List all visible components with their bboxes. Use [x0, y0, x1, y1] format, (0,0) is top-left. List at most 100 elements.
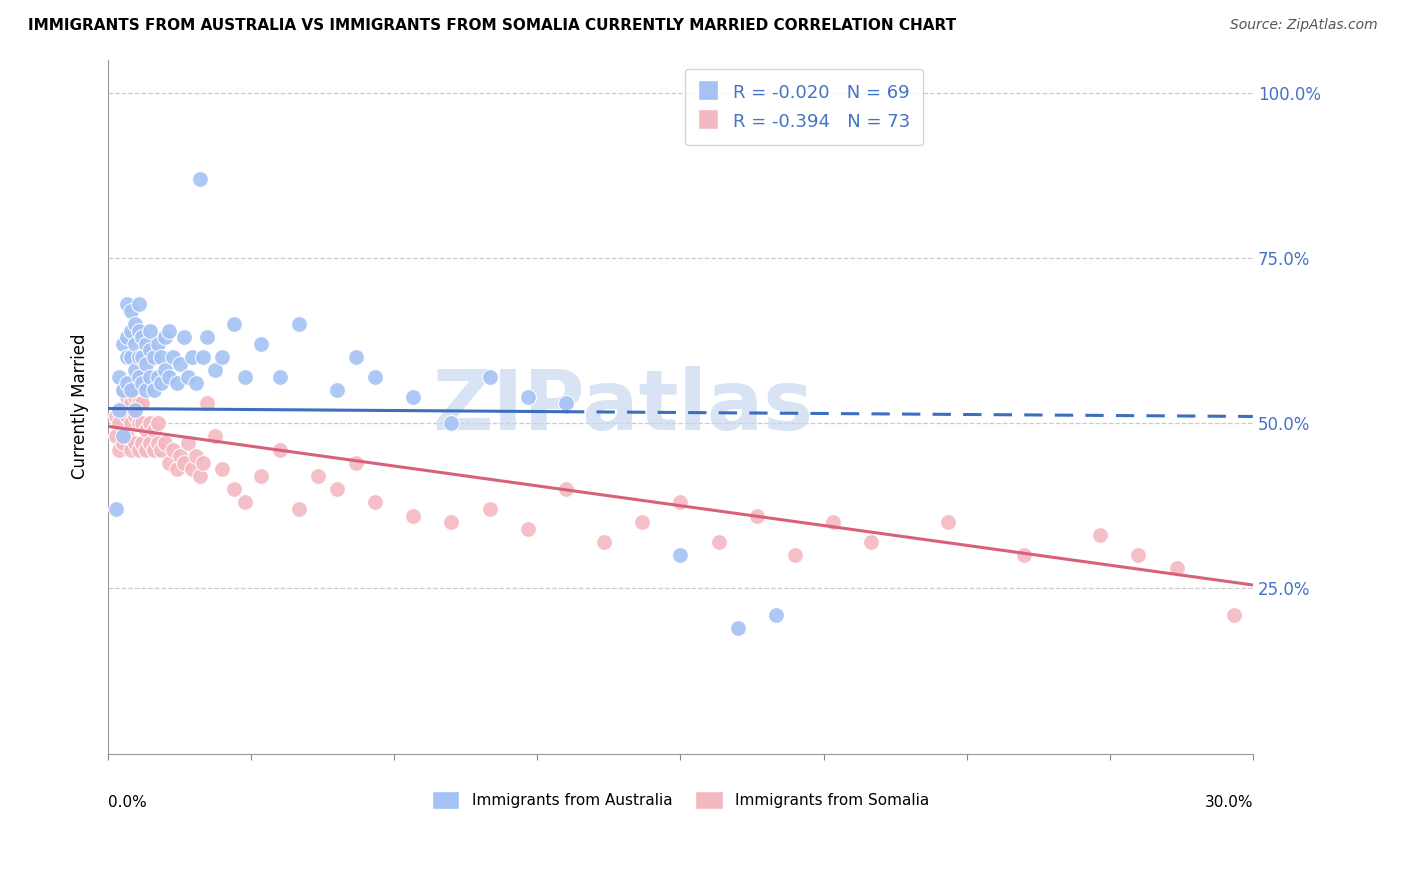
Point — [124, 409, 146, 424]
Point — [269, 369, 291, 384]
Point — [120, 442, 142, 457]
Point — [555, 482, 578, 496]
Point — [631, 515, 654, 529]
Point — [288, 502, 311, 516]
Point — [124, 336, 146, 351]
Point — [157, 456, 180, 470]
Point — [860, 535, 883, 549]
Point — [1012, 548, 1035, 562]
Point — [135, 336, 157, 351]
Point — [142, 442, 165, 457]
Point — [139, 436, 162, 450]
Point — [146, 416, 169, 430]
Point — [1088, 528, 1111, 542]
Point — [162, 442, 184, 457]
Point — [344, 350, 367, 364]
Text: 30.0%: 30.0% — [1205, 795, 1253, 810]
Point — [128, 442, 150, 457]
Point — [162, 350, 184, 364]
Point — [344, 456, 367, 470]
Text: ZIPatlas: ZIPatlas — [433, 366, 814, 447]
Point — [115, 330, 138, 344]
Point — [169, 449, 191, 463]
Point — [120, 416, 142, 430]
Point — [235, 369, 257, 384]
Point — [195, 396, 218, 410]
Point — [193, 350, 215, 364]
Point — [128, 324, 150, 338]
Point — [516, 390, 538, 404]
Point — [120, 383, 142, 397]
Point — [211, 350, 233, 364]
Point — [115, 429, 138, 443]
Point — [783, 548, 806, 562]
Point — [104, 502, 127, 516]
Point — [150, 376, 173, 391]
Legend: Immigrants from Australia, Immigrants from Somalia: Immigrants from Australia, Immigrants fr… — [426, 784, 935, 815]
Point — [516, 522, 538, 536]
Point — [128, 297, 150, 311]
Point — [139, 324, 162, 338]
Point — [211, 462, 233, 476]
Point — [193, 456, 215, 470]
Point — [155, 330, 177, 344]
Point — [112, 383, 135, 397]
Point — [188, 469, 211, 483]
Point — [131, 396, 153, 410]
Point — [131, 376, 153, 391]
Point — [1166, 561, 1188, 575]
Point — [326, 482, 349, 496]
Point — [112, 383, 135, 397]
Y-axis label: Currently Married: Currently Married — [72, 334, 89, 479]
Point — [181, 350, 204, 364]
Point — [115, 409, 138, 424]
Point — [128, 350, 150, 364]
Point — [124, 363, 146, 377]
Point — [222, 317, 245, 331]
Point — [104, 409, 127, 424]
Point — [195, 330, 218, 344]
Point — [181, 462, 204, 476]
Point — [124, 436, 146, 450]
Point — [142, 383, 165, 397]
Point — [440, 515, 463, 529]
Point — [135, 423, 157, 437]
Point — [139, 416, 162, 430]
Point — [146, 336, 169, 351]
Point — [115, 376, 138, 391]
Point — [326, 383, 349, 397]
Point — [108, 369, 131, 384]
Point — [669, 548, 692, 562]
Point — [108, 442, 131, 457]
Point — [131, 436, 153, 450]
Point — [124, 402, 146, 417]
Point — [104, 429, 127, 443]
Point — [135, 442, 157, 457]
Point — [155, 363, 177, 377]
Point — [402, 508, 425, 523]
Point — [1128, 548, 1150, 562]
Point — [146, 369, 169, 384]
Point — [402, 390, 425, 404]
Point — [120, 350, 142, 364]
Point — [307, 469, 329, 483]
Point — [249, 469, 271, 483]
Point — [222, 482, 245, 496]
Point — [173, 456, 195, 470]
Point — [128, 396, 150, 410]
Point — [166, 376, 188, 391]
Text: IMMIGRANTS FROM AUSTRALIA VS IMMIGRANTS FROM SOMALIA CURRENTLY MARRIED CORRELATI: IMMIGRANTS FROM AUSTRALIA VS IMMIGRANTS … — [28, 18, 956, 33]
Point — [115, 350, 138, 364]
Point — [765, 607, 787, 622]
Point — [112, 336, 135, 351]
Point — [249, 336, 271, 351]
Point — [128, 416, 150, 430]
Point — [146, 436, 169, 450]
Point — [135, 383, 157, 397]
Point — [139, 343, 162, 358]
Point — [112, 429, 135, 443]
Point — [478, 369, 501, 384]
Point — [108, 402, 131, 417]
Point — [135, 357, 157, 371]
Point — [142, 423, 165, 437]
